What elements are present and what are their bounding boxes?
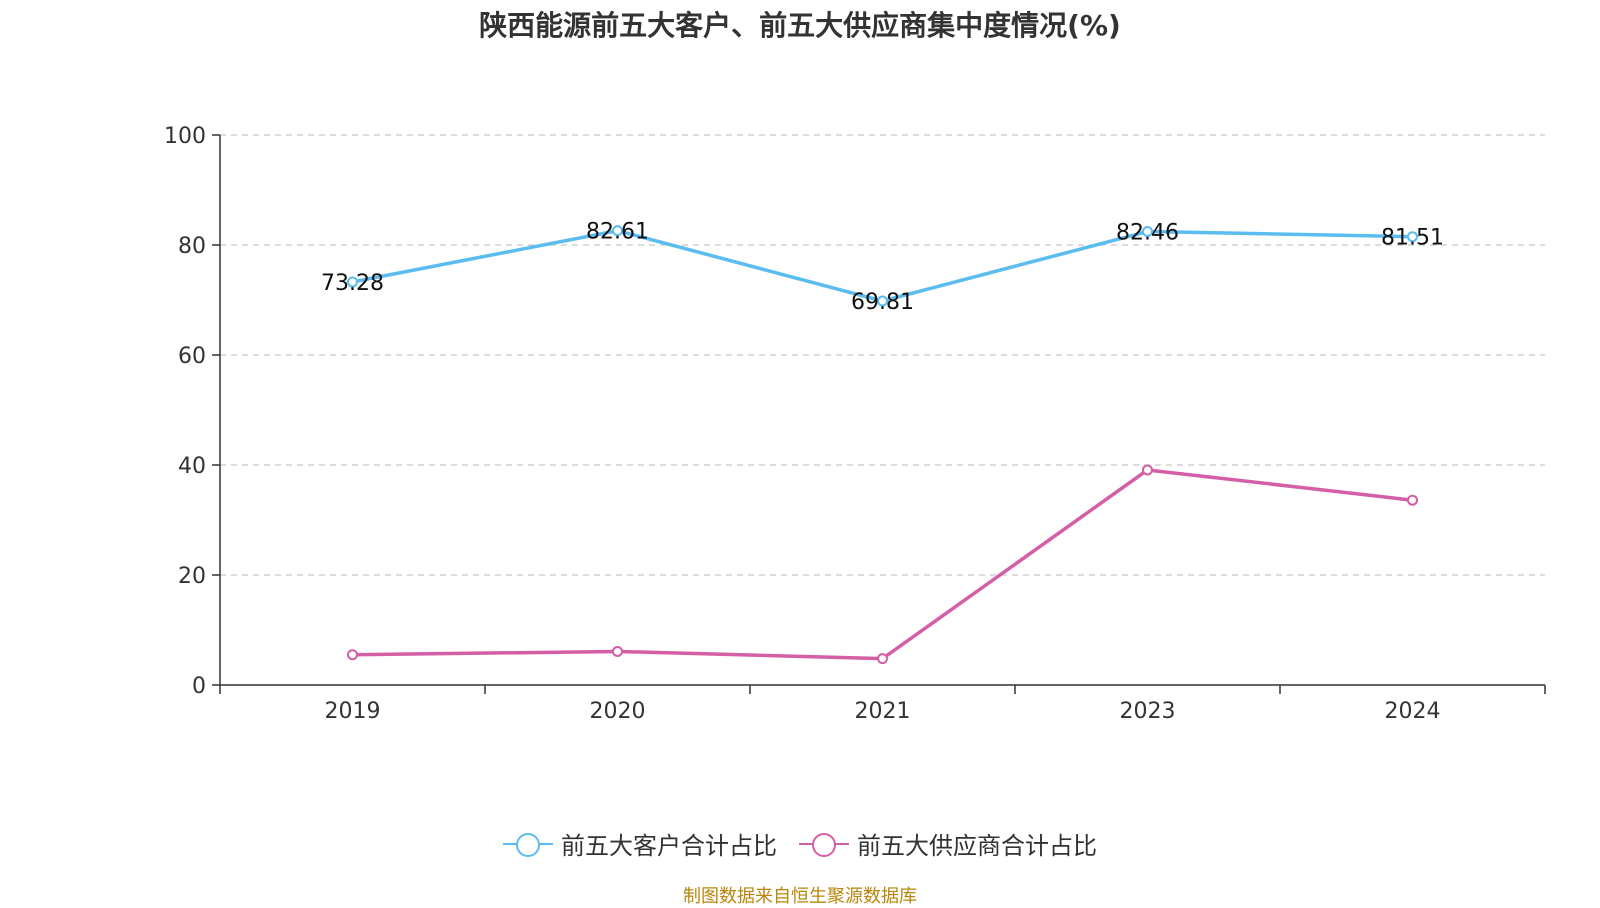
- legend-item-customers[interactable]: 前五大客户合计占比: [503, 826, 777, 861]
- y-tick-label-40: 40: [178, 454, 206, 479]
- y-tick-label-80: 80: [178, 234, 206, 259]
- series-line-1: [352, 468, 1413, 661]
- series-0-label-2019: 73.28: [321, 271, 384, 296]
- series-1-point-2020: [612, 645, 623, 657]
- series-1-point-2024: [1407, 494, 1418, 506]
- legend: 前五大客户合计占比 前五大供应商合计占比: [0, 826, 1600, 861]
- series-0-point-2020: [612, 225, 623, 237]
- legend-label-customers: 前五大客户合计占比: [561, 832, 777, 860]
- x-tick-label-2019: 2019: [325, 699, 381, 724]
- legend-item-suppliers[interactable]: 前五大供应商合计占比: [799, 826, 1097, 861]
- series-1-point-2019: [347, 649, 358, 661]
- legend-marker-suppliers: [799, 832, 849, 857]
- series-0-point-2019: [347, 276, 358, 288]
- series-0-point-2023: [1142, 225, 1153, 237]
- series-0-label-2021: 69.81: [851, 290, 914, 315]
- y-tick-label-0: 0: [192, 674, 206, 699]
- series-1-point-2023: [1142, 464, 1153, 476]
- y-tick-label-100: 100: [164, 124, 206, 149]
- x-tick-label-2021: 2021: [855, 699, 911, 724]
- series-0-label-2023: 82.46: [1116, 220, 1179, 245]
- x-tick-label-2020: 2020: [590, 699, 646, 724]
- chart-title: 陕西能源前五大客户、前五大供应商集中度情况(%): [479, 9, 1121, 42]
- series-0-point-2024: [1407, 231, 1418, 243]
- series-0-label-2020: 82.61: [586, 220, 649, 245]
- legend-marker-customers: [503, 832, 553, 857]
- legend-label-suppliers: 前五大供应商合计占比: [857, 832, 1097, 860]
- series-0-point-2021: [877, 295, 888, 307]
- y-tick-label-20: 20: [178, 564, 206, 589]
- source-note: 制图数据来自恒生聚源数据库: [683, 886, 917, 907]
- series-1-point-2021: [877, 653, 888, 665]
- y-tick-label-60: 60: [178, 344, 206, 369]
- series-0-label-2024: 81.51: [1381, 226, 1444, 251]
- x-tick-label-2023: 2023: [1120, 699, 1176, 724]
- x-tick-label-2024: 2024: [1385, 699, 1441, 724]
